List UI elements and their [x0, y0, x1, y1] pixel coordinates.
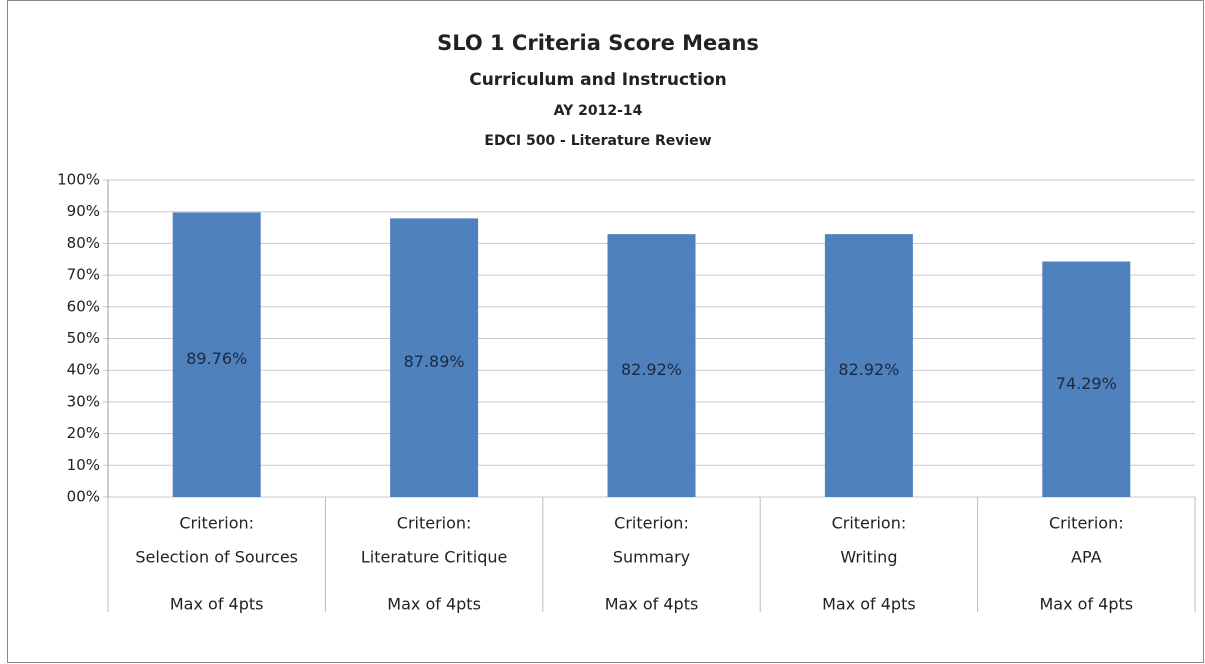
data-label: 89.76%: [186, 349, 247, 368]
x-tick-label: Criterion:: [832, 514, 907, 533]
y-tick-label: 30%: [67, 392, 100, 410]
x-group-label: Max of 4pts: [1039, 595, 1133, 614]
x-group-label: Max of 4pts: [822, 595, 916, 614]
x-tick-label: Selection of Sources: [135, 548, 298, 567]
x-tick-label: Summary: [613, 548, 690, 567]
x-tick-label: Criterion:: [179, 514, 254, 533]
y-tick-label: 20%: [67, 424, 100, 442]
x-tick-label: Criterion:: [614, 514, 689, 533]
bar: [390, 218, 479, 497]
y-tick-label: 70%: [67, 266, 100, 284]
x-group-label: Max of 4pts: [170, 595, 264, 614]
y-tick-label: 60%: [67, 297, 100, 315]
x-tick-label: Writing: [840, 548, 897, 567]
x-tick-label: Criterion:: [1049, 514, 1124, 533]
y-tick-label: 00%: [67, 488, 100, 506]
x-group-label: Max of 4pts: [605, 595, 699, 614]
y-tick-label: 50%: [67, 329, 100, 347]
x-tick-label: APA: [1071, 548, 1102, 567]
x-tick-label: Criterion:: [397, 514, 472, 533]
x-group-label: Max of 4pts: [387, 595, 481, 614]
data-label: 87.89%: [404, 352, 465, 371]
y-tick-label: 80%: [67, 234, 100, 252]
y-tick-label: 10%: [67, 456, 100, 474]
data-label: 74.29%: [1056, 374, 1117, 393]
bar: [1042, 261, 1131, 497]
data-label: 82.92%: [838, 360, 899, 379]
bar: [824, 234, 913, 497]
bar: [172, 212, 261, 497]
y-tick-label: 90%: [67, 202, 100, 220]
data-label: 82.92%: [621, 360, 682, 379]
chart-subtitle: EDCI 500 - Literature Review: [484, 133, 711, 149]
chart-subtitle: Curriculum and Instruction: [469, 70, 727, 90]
chart-subtitle: AY 2012-14: [554, 103, 643, 119]
chart-title: SLO 1 Criteria Score Means: [437, 31, 759, 55]
y-tick-label: 100%: [57, 171, 100, 189]
x-tick-label: Literature Critique: [361, 548, 507, 567]
y-tick-label: 40%: [67, 361, 100, 379]
bar: [607, 234, 696, 497]
